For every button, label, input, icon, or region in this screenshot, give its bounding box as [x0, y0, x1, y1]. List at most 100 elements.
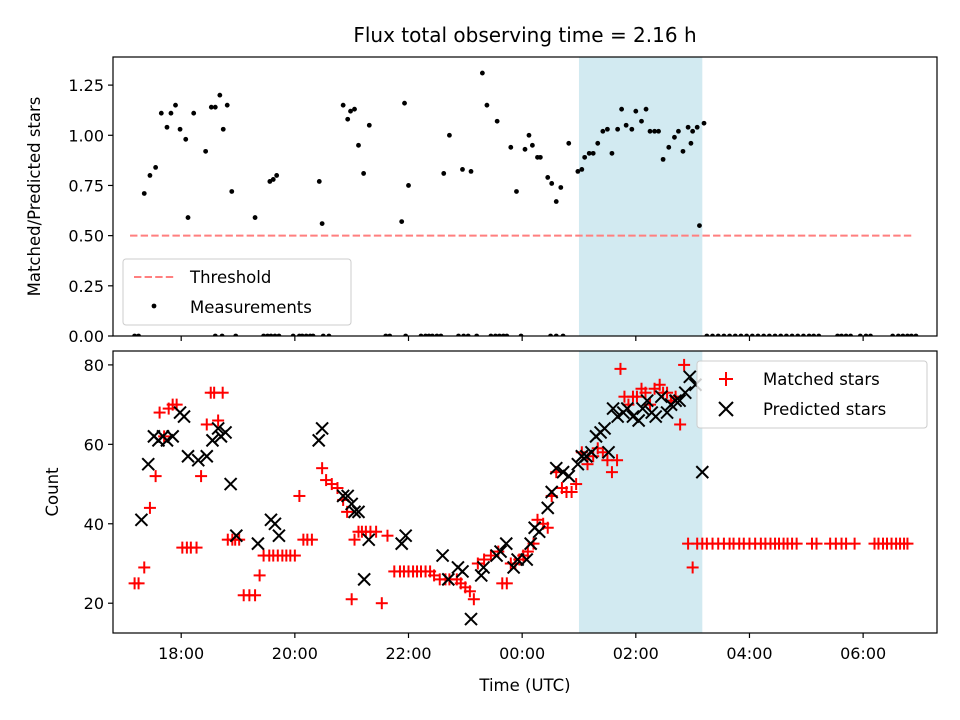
bottom-y-tick-label: 80 — [84, 356, 104, 375]
measurement-point — [553, 199, 559, 204]
matched-star-point — [331, 482, 344, 495]
matched-star-point — [661, 386, 674, 399]
matched-star-point — [463, 585, 476, 598]
predicted-star-point — [672, 393, 687, 408]
measurement-point — [191, 110, 197, 116]
predicted-star-point — [562, 469, 576, 483]
measurement-point — [656, 128, 661, 134]
measurement-point — [582, 154, 588, 160]
predicted-star-point — [362, 532, 376, 547]
matched-star-point — [370, 525, 383, 538]
matched-star-point — [478, 553, 491, 566]
measurement-point — [316, 179, 322, 184]
predicted-star-point — [668, 393, 683, 408]
count-marks — [128, 358, 914, 626]
measurement-point — [340, 102, 346, 108]
measurement-point — [494, 118, 500, 124]
measurement-point — [183, 136, 189, 142]
bottom-y-tick-label: 60 — [84, 435, 104, 454]
predicted-star-point — [660, 405, 674, 420]
measurement-point — [229, 189, 235, 194]
measurement-point — [595, 140, 601, 146]
matched-star-point — [581, 458, 594, 471]
matched-star-point — [293, 489, 306, 502]
legend-threshold-label: Threshold — [189, 268, 271, 287]
matched-star-point — [611, 454, 624, 467]
measurement-point — [158, 110, 164, 116]
legend-measurements-label: Measurements — [190, 298, 312, 317]
matched-star-point — [153, 406, 166, 419]
x-tick-label: 02:00 — [613, 644, 659, 663]
predicted-star-point — [631, 413, 646, 428]
predicted-star-point — [532, 525, 546, 539]
matched-star-point — [288, 549, 301, 562]
measurement-point — [605, 126, 610, 132]
measurement-point — [345, 116, 351, 122]
top-y-tick-label: 1.00 — [68, 126, 104, 145]
top-x-ticks — [180, 336, 864, 341]
measurement-point — [212, 104, 218, 110]
legend-measurements-swatch — [151, 303, 157, 309]
measurement-point — [224, 102, 230, 108]
top-legend-box — [122, 258, 352, 326]
measurement-point — [319, 221, 325, 226]
matched-star-point — [305, 533, 318, 546]
matched-star-point — [253, 569, 266, 582]
predicted-star-point — [218, 425, 233, 440]
measurement-point — [694, 124, 700, 130]
predicted-star-point — [601, 445, 616, 459]
bottom-y-axis-label: Count — [43, 467, 62, 517]
bottom-y-axis: 20 40 60 80 — [84, 356, 113, 613]
predicted-star-point — [626, 409, 640, 424]
predicted-star-point — [584, 445, 599, 459]
observing-window-shade-top — [578, 57, 703, 336]
predicted-star-point — [141, 457, 155, 471]
measurement-point — [566, 140, 572, 146]
measurement-point — [522, 146, 528, 152]
measurement-point — [697, 223, 702, 229]
matched-star-point — [348, 533, 361, 546]
measurement-point — [623, 122, 629, 128]
matched-star-point — [138, 561, 151, 574]
measurement-point — [529, 142, 535, 148]
predicted-star-point — [610, 409, 625, 424]
matched-star-point — [492, 545, 505, 558]
measurement-point — [549, 181, 555, 186]
matched-star-point — [639, 386, 652, 399]
predicted-star-point — [493, 544, 508, 559]
x-tick-label: 18:00 — [158, 644, 204, 663]
matched-star-point — [484, 549, 497, 562]
matched-star-point — [216, 386, 229, 399]
top-y-axis-label: Matched/Predicted stars — [25, 97, 44, 297]
predicted-star-point — [455, 564, 470, 579]
matched-star-point — [901, 537, 914, 550]
measurement-point — [153, 164, 159, 170]
legend-matched-label: Matched stars — [763, 370, 880, 389]
matched-star-point — [212, 414, 225, 427]
measurement-point — [586, 150, 592, 156]
bottom-y-tick-label: 40 — [84, 515, 104, 534]
matched-star-point — [249, 589, 262, 602]
matched-star-point — [653, 378, 666, 391]
bottom-legend-box — [696, 360, 928, 429]
measurement-point — [579, 167, 585, 172]
measurement-point — [366, 122, 372, 128]
predicted-star-point — [678, 385, 692, 400]
legend-matched-swatch — [719, 372, 733, 386]
top-y-tick-label: 0.25 — [68, 277, 104, 296]
matched-star-point — [596, 446, 609, 459]
predicted-star-point — [177, 409, 191, 424]
predicted-star-point — [398, 528, 413, 543]
measurement-point — [220, 126, 226, 132]
legend-predicted-swatch — [718, 401, 734, 417]
predicted-star-point — [435, 548, 450, 563]
measurement-point — [590, 150, 596, 156]
measurement-point — [666, 144, 672, 150]
measurement-point — [676, 128, 681, 134]
predicted-star-point — [441, 572, 455, 587]
top-axes-frame — [112, 56, 938, 337]
top-y-tick-label: 0.75 — [68, 176, 104, 195]
matched-star-point — [149, 470, 162, 483]
top-y-tick-label: 0.00 — [68, 327, 104, 346]
predicted-star-point — [474, 568, 488, 583]
